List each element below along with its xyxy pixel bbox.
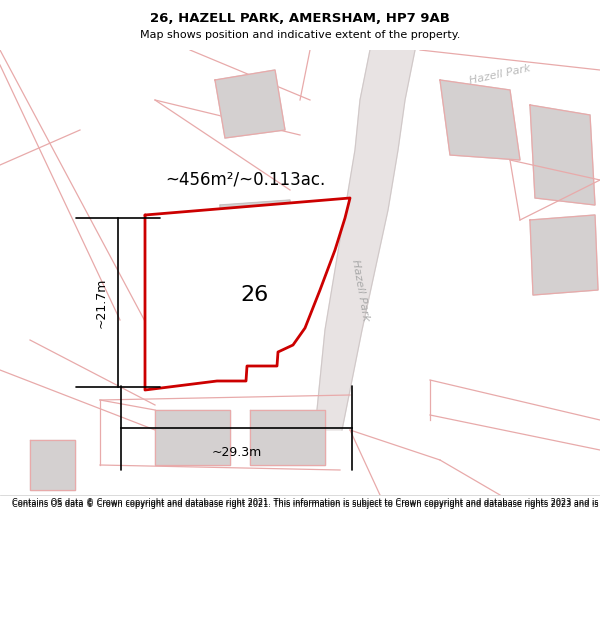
Polygon shape xyxy=(220,200,293,310)
Polygon shape xyxy=(30,440,75,490)
Text: Hazell Park: Hazell Park xyxy=(350,258,370,322)
Text: Hazell Park: Hazell Park xyxy=(469,64,532,86)
Text: ~21.7m: ~21.7m xyxy=(95,278,108,328)
Polygon shape xyxy=(530,105,595,205)
Polygon shape xyxy=(250,410,325,465)
Polygon shape xyxy=(215,70,285,138)
Polygon shape xyxy=(440,80,520,160)
Text: Contains OS data © Crown copyright and database right 2021. This information is : Contains OS data © Crown copyright and d… xyxy=(12,500,600,509)
Polygon shape xyxy=(155,410,230,465)
Text: Map shows position and indicative extent of the property.: Map shows position and indicative extent… xyxy=(140,30,460,40)
Text: ~456m²/~0.113ac.: ~456m²/~0.113ac. xyxy=(165,171,325,189)
Polygon shape xyxy=(315,50,415,430)
Text: 26: 26 xyxy=(241,285,269,305)
Text: Contains OS data © Crown copyright and database right 2021. This information is : Contains OS data © Crown copyright and d… xyxy=(12,498,600,507)
Polygon shape xyxy=(530,215,598,295)
Polygon shape xyxy=(145,198,350,390)
Text: 26, HAZELL PARK, AMERSHAM, HP7 9AB: 26, HAZELL PARK, AMERSHAM, HP7 9AB xyxy=(150,12,450,26)
Text: ~29.3m: ~29.3m xyxy=(211,446,262,459)
